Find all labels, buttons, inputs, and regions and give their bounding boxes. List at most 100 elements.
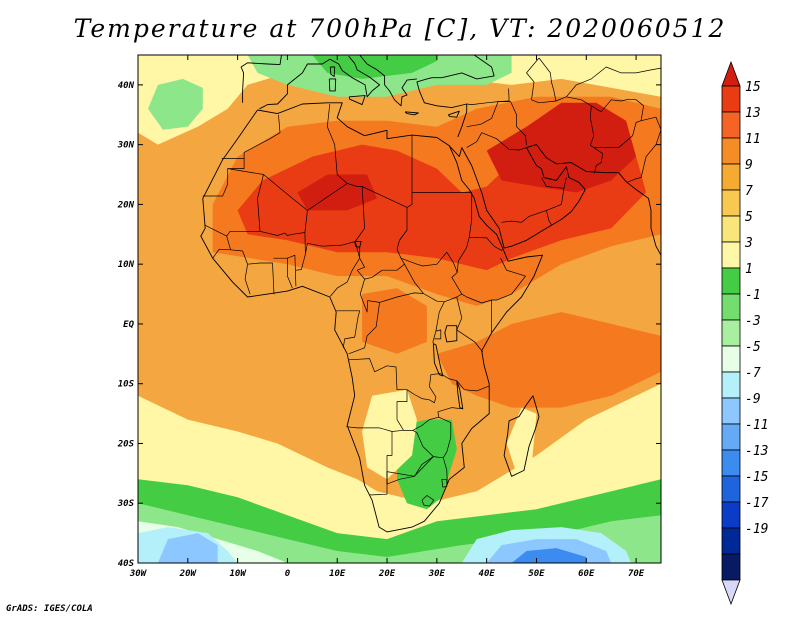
colorbar-label: -5 (745, 340, 761, 355)
colorbar-swatch (721, 267, 741, 295)
colorbar-label: 11 (745, 132, 761, 147)
border-namibia-botswana (387, 431, 393, 456)
region-arabia-darkred (486, 102, 637, 193)
border-drc-zambia (406, 373, 441, 404)
lon-tick-label: 60E (578, 569, 595, 579)
border-west-africa-1 (212, 236, 231, 259)
colorbar-swatch (721, 85, 741, 113)
iberia-med-coastline (259, 55, 381, 110)
border-iran-turkmenistan (555, 96, 592, 107)
map-frame (137, 54, 662, 564)
border-west-africa-3 (247, 262, 275, 295)
border-eritrea-djibouti (469, 236, 504, 251)
region-namibia-yellow (362, 389, 417, 480)
africa-coastline (200, 102, 543, 533)
border-zambia-zimbabwe-moz (396, 407, 463, 431)
sicily (348, 95, 366, 106)
colorbar-swatch (721, 553, 741, 581)
region-atlantic-green-blob (148, 78, 203, 130)
colorbar-swatch (721, 241, 741, 269)
border-west-africa-5 (287, 254, 297, 287)
colorbar-label: -11 (745, 418, 768, 433)
lat-tick-label: 30N (117, 141, 135, 151)
border-caspian (526, 57, 557, 104)
balkans-coastline (354, 55, 417, 107)
border-lesotho (421, 495, 435, 507)
colorbar-label: 5 (745, 210, 753, 225)
colorbar-bottom-cap (721, 579, 741, 606)
colorbar-swatch (721, 475, 741, 503)
region-south-east-blue (511, 548, 587, 563)
lon-tick-label: 40E (479, 569, 496, 579)
colorbar-swatch (721, 527, 741, 555)
lon-tick-label: 10E (329, 569, 346, 579)
border-congo-gabon (336, 310, 361, 348)
temperature-field (138, 55, 661, 563)
colorbar-swatch (721, 397, 741, 425)
colorbar-swatch (721, 371, 741, 399)
colorbar-label: -19 (745, 522, 768, 537)
border-west-africa-6 (295, 253, 306, 271)
colorbar-label: 7 (745, 184, 753, 199)
lat-tick-label: EQ (123, 320, 134, 330)
colorbar-swatch (721, 111, 741, 139)
sardinia (328, 78, 337, 92)
border-algeria-libya-tunisia (326, 103, 348, 184)
border-uganda-rwanda (434, 329, 442, 340)
lon-tick-label: 10W (229, 569, 247, 579)
region-southeast-africa-orange (436, 312, 661, 408)
country-borders (202, 57, 661, 507)
border-eswatini (441, 478, 448, 488)
lon-tick-label: 50E (528, 569, 545, 579)
region-sahara-darkred (297, 174, 378, 211)
lat-tick-label: 20S (117, 439, 135, 449)
lon-tick-label: 20W (179, 569, 198, 579)
border-central-asia (566, 66, 661, 98)
border-arabia-borders (466, 132, 527, 151)
colorbar-swatch (721, 319, 741, 347)
lon-tick-label: 30W (129, 569, 148, 579)
colorbar-swatch (721, 293, 741, 321)
region-congo-orange (362, 288, 427, 354)
cyprus (447, 110, 460, 118)
border-iran-iraq (510, 101, 527, 146)
map-title: Temperature at 700hPa [C], VT: 202006051… (73, 14, 727, 43)
region-south-lightblue (157, 533, 218, 563)
colorbar-swatch (721, 345, 741, 373)
colorbar-swatch (721, 137, 741, 165)
lake-tanganyika (432, 343, 444, 377)
lon-tick-label: 0 (285, 569, 291, 579)
border-tanzania-south (440, 373, 490, 392)
madagascar (503, 395, 540, 477)
corsica (329, 66, 336, 77)
border-west-africa-4 (273, 257, 293, 289)
colorbar-swatch (721, 163, 741, 191)
sri-lanka-edge (650, 228, 661, 256)
border-ethiopia-somalia-kenya (461, 258, 526, 304)
colorbar-label: 15 (745, 80, 761, 95)
lon-tick-label: 70E (628, 569, 645, 579)
border-car-drc-cameroon (359, 279, 424, 313)
lon-tick-label: 30E (428, 569, 446, 579)
border-congo-drc (348, 302, 380, 355)
colorbar-label: 13 (745, 106, 761, 121)
colorbar-label: -3 (745, 314, 761, 329)
europe-coastline (240, 55, 282, 103)
lat-tick-label: 10N (118, 260, 135, 270)
border-afghanistan (591, 98, 644, 148)
colorbar-top-cap (721, 60, 741, 87)
colorbar-label: -15 (745, 470, 769, 485)
lon-tick-label: 20E (378, 569, 396, 579)
border-drc-angola-zambia (348, 358, 408, 420)
border-pakistan-india-2 (626, 129, 661, 183)
colorbar-swatch (721, 423, 741, 451)
border-sa-north (386, 456, 444, 485)
region-mediterranean-darkgreen (312, 55, 437, 79)
border-niger-nigeria-chad (304, 186, 365, 255)
levant-coastline (416, 55, 495, 138)
lat-tick-label: 40N (118, 81, 135, 91)
region-madagascar-yellow (506, 407, 537, 474)
crete (404, 111, 419, 116)
border-nigeria-cameroon (330, 241, 361, 297)
colorbar-label: -1 (745, 288, 761, 303)
